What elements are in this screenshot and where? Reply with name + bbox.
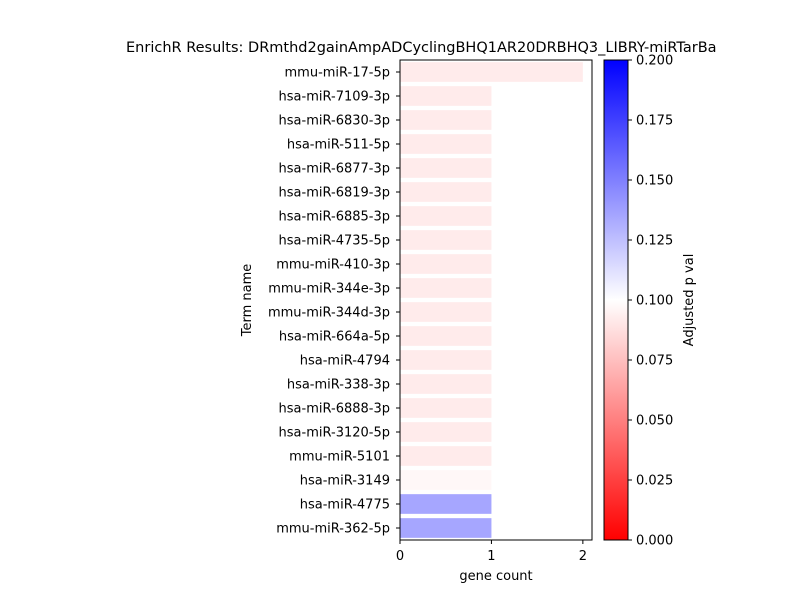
bar <box>400 374 492 394</box>
y-tick-label: mmu-miR-362-5p <box>276 522 390 537</box>
y-tick-label: hsa-miR-6819-3p <box>279 186 390 201</box>
colorbar-tick-label: 0.150 <box>636 174 673 189</box>
colorbar-tick-label: 0.200 <box>636 54 673 69</box>
x-tick-label: 0 <box>396 549 404 564</box>
bar <box>400 278 492 298</box>
bar <box>400 326 492 346</box>
y-tick-label: hsa-miR-4775 <box>300 498 390 513</box>
bar <box>400 518 492 538</box>
y-tick-label: hsa-miR-3149 <box>300 474 390 489</box>
y-tick-label: hsa-miR-4794 <box>300 354 390 369</box>
bar <box>400 134 492 154</box>
y-tick-label: hsa-miR-6888-3p <box>279 402 390 417</box>
y-tick-label: hsa-miR-664a-5p <box>279 330 390 345</box>
y-tick-labels: mmu-miR-17-5p hsa-miR-7109-3p hsa-miR-6830… <box>268 66 400 537</box>
y-tick-label: mmu-miR-344d-3p <box>268 306 390 321</box>
y-tick-label: hsa-miR-338-3p <box>287 378 390 393</box>
bar <box>400 422 492 442</box>
chart-title: EnrichR Results: DRmthd2gainAmpADCycling… <box>126 40 717 56</box>
colorbar-tick-label: 0.050 <box>636 414 673 429</box>
y-tick-label: hsa-miR-6885-3p <box>279 210 390 225</box>
y-axis-label: Term name <box>240 264 255 338</box>
bar <box>400 158 492 178</box>
y-tick-label: mmu-miR-410-3p <box>276 258 390 273</box>
y-tick-label: hsa-miR-6877-3p <box>279 162 390 177</box>
bar <box>400 182 492 202</box>
colorbar-tick-label: 0.125 <box>636 234 673 249</box>
y-tick-label: hsa-miR-3120-5p <box>279 426 390 441</box>
colorbar-tick-label: 0.025 <box>636 474 673 489</box>
bar <box>400 470 492 490</box>
y-tick-label: hsa-miR-6830-3p <box>279 114 390 129</box>
bar <box>400 446 492 466</box>
x-tick-label: 1 <box>487 549 495 564</box>
bar <box>400 494 492 514</box>
colorbar-label: Adjusted p val <box>682 254 697 347</box>
y-tick-label: hsa-miR-7109-3p <box>279 90 390 105</box>
x-axis-label: gene count <box>459 569 532 584</box>
y-tick-label: hsa-miR-4735-5p <box>279 234 390 249</box>
bar <box>400 254 492 274</box>
bar <box>400 86 492 106</box>
bar <box>400 230 492 250</box>
colorbar-tick-label: 0.175 <box>636 114 673 129</box>
y-tick-label: mmu-miR-5101 <box>289 450 390 465</box>
y-tick-label: mmu-miR-344e-3p <box>268 282 390 297</box>
colorbar-tick-label: 0.100 <box>636 294 673 309</box>
colorbar-ticks: 0.000 0.025 0.050 0.075 0.100 0.125 0.150 0.175… <box>628 54 673 549</box>
y-tick-label: mmu-miR-17-5p <box>285 66 391 81</box>
bar <box>400 302 492 322</box>
bar <box>400 206 492 226</box>
y-tick-label: hsa-miR-511-5p <box>287 138 390 153</box>
plot-frame <box>399 59 593 541</box>
x-tick-label: 2 <box>579 549 587 564</box>
bar <box>400 398 492 418</box>
colorbar <box>603 59 629 541</box>
bars-layer <box>400 62 583 538</box>
colorbar-tick-label: 0.075 <box>636 354 673 369</box>
colorbar-tick-label: 0.000 <box>636 534 673 549</box>
x-ticks: 0 1 2 <box>396 540 587 564</box>
bar <box>400 62 583 82</box>
bar <box>400 110 492 130</box>
bar <box>400 350 492 370</box>
